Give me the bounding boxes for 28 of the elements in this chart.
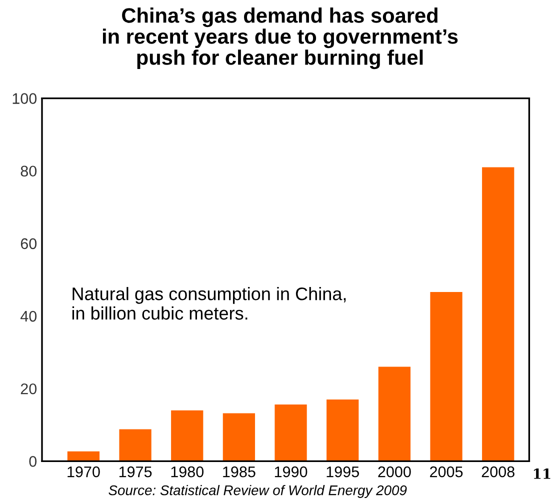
bar xyxy=(378,366,411,462)
y-tick-label: 40 xyxy=(20,310,37,322)
bar xyxy=(171,410,204,462)
x-tick-label: 1985 xyxy=(223,466,256,478)
x-tick-label: 1995 xyxy=(326,466,359,478)
y-tick-label: 60 xyxy=(20,238,37,250)
bar xyxy=(326,399,359,462)
y-tick-label: 100 xyxy=(12,93,37,104)
source-note: Source: Statistical Review of World Energy 2009 xyxy=(108,485,407,498)
x-tick-label: 1970 xyxy=(68,466,100,478)
bar xyxy=(67,451,100,462)
x-tick-label: 1990 xyxy=(274,466,308,478)
x-tick-label: 2005 xyxy=(430,466,463,478)
bar xyxy=(430,292,462,462)
x-tick-label: 2000 xyxy=(378,466,411,478)
y-tick-label: 20 xyxy=(20,383,37,394)
x-tick-label: 1975 xyxy=(119,466,152,478)
annotation: Natural gas consumption in China, in billion cubic meters. xyxy=(72,286,346,320)
chart-title: China’s gas demand has soared in recent years due to government’s push for cleaner burning fuel xyxy=(102,8,458,70)
x-tick-label: 2008 xyxy=(482,466,514,478)
bar xyxy=(482,167,514,462)
text: 11 xyxy=(534,468,550,479)
bar xyxy=(222,413,256,462)
y-tick-label: 0 xyxy=(29,456,37,467)
bar xyxy=(274,404,307,462)
y-tick-label: 80 xyxy=(20,166,37,177)
bar xyxy=(119,429,152,462)
x-tick-label: 1980 xyxy=(171,466,204,478)
